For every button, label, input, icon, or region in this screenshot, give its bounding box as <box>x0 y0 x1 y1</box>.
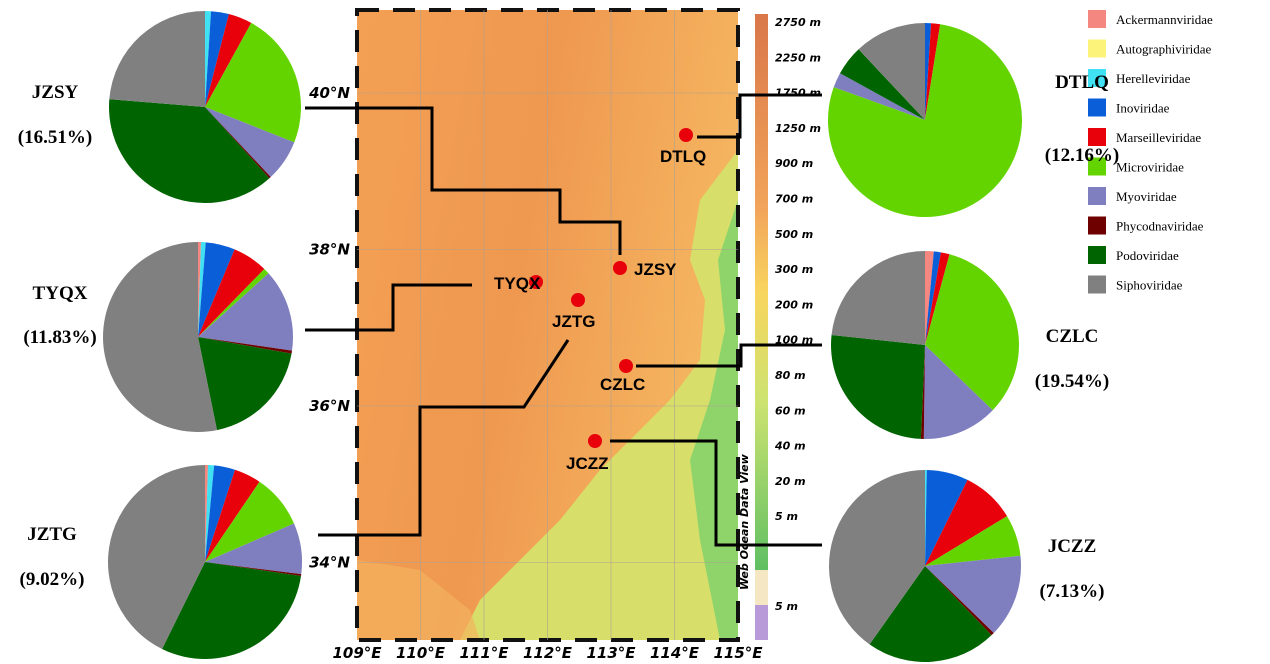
legend-swatch <box>1088 40 1106 58</box>
pie-title: JCZZ <box>1048 536 1097 557</box>
pie-slice <box>831 335 925 439</box>
pie-subtitle: (16.51%) <box>18 127 92 148</box>
x-tick-label: 111°E <box>459 644 509 662</box>
legend-label: Siphoviridae <box>1116 278 1183 293</box>
legend-label: Autographiviridae <box>1116 42 1212 57</box>
colorbar-label: 1250 m <box>775 122 821 135</box>
pie-subtitle: (7.13%) <box>1040 581 1105 602</box>
colorbar-label: 60 m <box>775 404 806 417</box>
legend-swatch <box>1088 128 1106 146</box>
legend-swatch <box>1088 276 1106 294</box>
pie-title: TYQX <box>33 283 88 304</box>
pie-slice <box>832 251 925 345</box>
colorbar-label: 1750 m <box>775 87 821 100</box>
colorbar-label: 40 m <box>774 440 806 453</box>
colorbar-label: 500 m <box>775 228 813 241</box>
colorbar <box>755 14 768 570</box>
site-marker <box>679 128 693 142</box>
site-label: CZLC <box>600 375 645 394</box>
legend-swatch <box>1088 99 1106 117</box>
legend-swatch <box>1088 246 1106 264</box>
pie-title: CZLC <box>1046 326 1099 347</box>
colorbar-label: 5 m <box>775 510 798 523</box>
legend-label: Herelleviridae <box>1116 71 1191 86</box>
pie-subtitle: (12.16%) <box>1045 145 1119 166</box>
pie-subtitle: (19.54%) <box>1035 371 1109 392</box>
y-tick-label: 38°N <box>309 241 350 259</box>
legend-swatch <box>1088 187 1106 205</box>
legend-label: Phycodnaviridae <box>1116 219 1204 234</box>
pie-subtitle: (9.02%) <box>20 569 85 590</box>
colorbar-label: 700 m <box>775 193 813 206</box>
legend-label: Microviridae <box>1116 160 1184 175</box>
pie-subtitle: (11.83%) <box>23 327 96 348</box>
colorbar-water <box>755 605 768 640</box>
x-tick-label: 112°E <box>523 644 573 662</box>
site-marker <box>588 434 602 448</box>
figure: Web Ocean Data View 109°E 110°E 111°E 112°E… <box>0 0 1270 664</box>
pie-title: JZSY <box>32 82 79 103</box>
x-tick-label: 113°E <box>586 644 636 662</box>
site-label: DTLQ <box>660 147 706 166</box>
pie-slice <box>109 11 205 107</box>
pie-title: DTLQ <box>1055 72 1109 93</box>
x-tick-label: 114°E <box>650 644 700 662</box>
legend-swatch <box>1088 217 1106 235</box>
colorbar-label: 80 m <box>775 369 806 382</box>
credit: Web Ocean Data View <box>738 453 751 590</box>
y-tick-label: 34°N <box>309 554 350 572</box>
x-tick-label: 109°E <box>332 644 382 662</box>
legend-label: Inoviridae <box>1116 101 1170 116</box>
site-label: JCZZ <box>566 454 609 473</box>
site-marker <box>619 359 633 373</box>
colorbar-label: 5 m <box>775 600 798 613</box>
legend-label: Podoviridae <box>1116 248 1179 263</box>
colorbar-label: 2250 m <box>775 51 821 64</box>
colorbar-label: 200 m <box>775 298 813 311</box>
site-marker <box>613 261 627 275</box>
legend-label: Ackermannviridae <box>1116 12 1213 27</box>
colorbar-label: 2750 m <box>775 16 821 29</box>
legend-label: Myoviridae <box>1116 189 1177 204</box>
site-marker <box>571 293 585 307</box>
colorbar-label: 100 m <box>775 334 813 347</box>
y-tick-label: 36°N <box>309 397 350 415</box>
legend-swatch <box>1088 10 1106 28</box>
colorbar-land <box>755 570 768 605</box>
site-label: JZSY <box>634 260 677 279</box>
x-tick-label: 115°E <box>713 644 763 662</box>
pie-title: JZTG <box>27 524 77 545</box>
x-tick-label: 110°E <box>396 644 446 662</box>
y-tick-label: 40°N <box>308 84 350 102</box>
colorbar-label: 300 m <box>775 263 813 276</box>
colorbar-label: 900 m <box>775 157 813 170</box>
colorbar-label: 20 m <box>775 475 806 488</box>
site-label: JZTG <box>552 312 595 331</box>
legend-label: Marseilleviridae <box>1116 130 1201 145</box>
site-label: TYQX <box>494 274 541 293</box>
